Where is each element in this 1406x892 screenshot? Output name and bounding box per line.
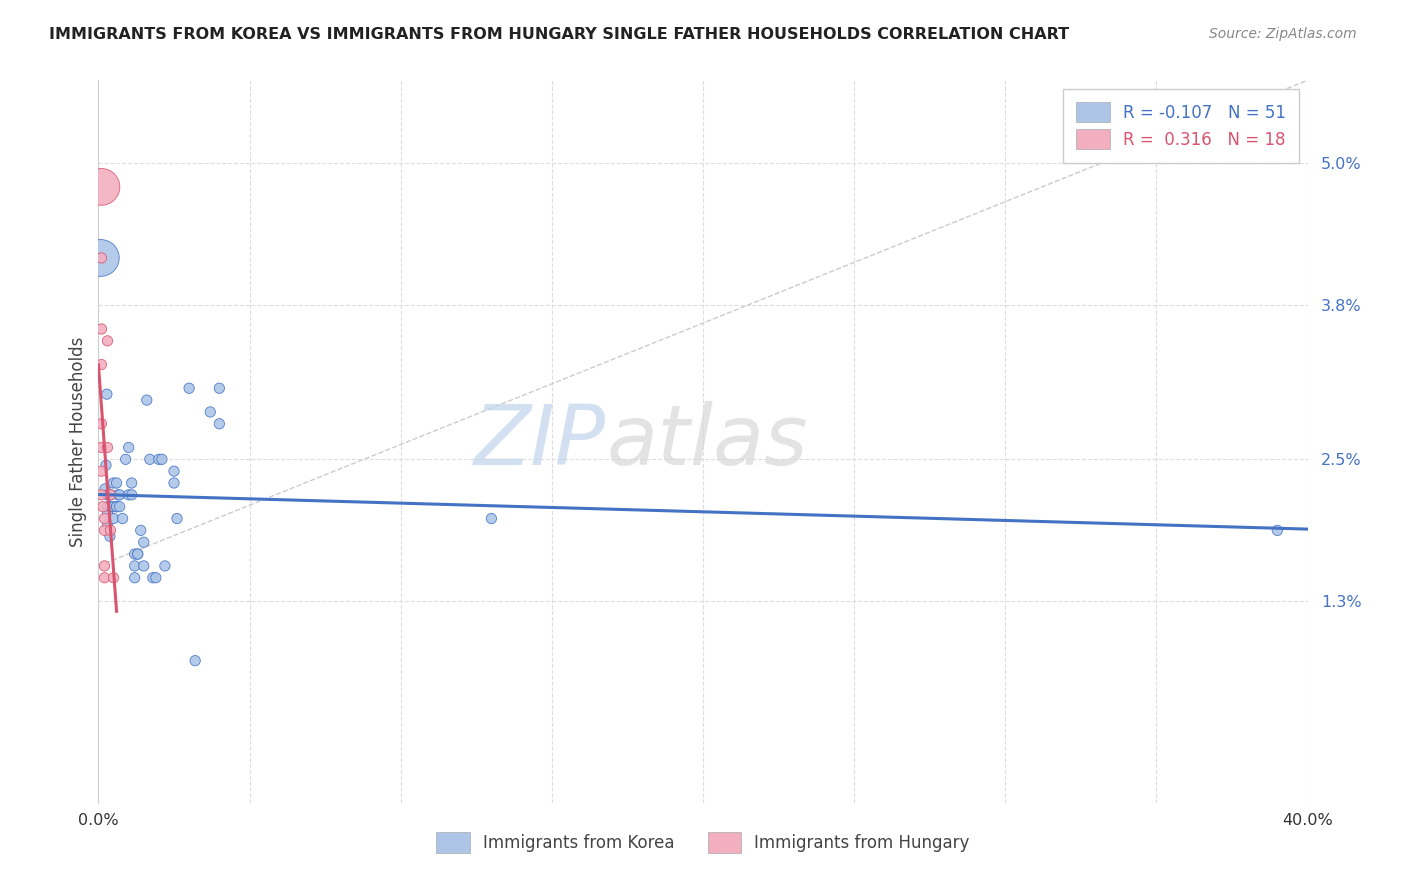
Point bbox=[100, 488, 122, 502]
Point bbox=[184, 654, 207, 668]
Point bbox=[90, 488, 112, 502]
Point bbox=[105, 475, 128, 490]
Point bbox=[94, 482, 117, 496]
Point bbox=[90, 417, 112, 431]
Point bbox=[150, 452, 173, 467]
Point bbox=[96, 334, 118, 348]
Text: IMMIGRANTS FROM KOREA VS IMMIGRANTS FROM HUNGARY SINGLE FATHER HOUSEHOLDS CORREL: IMMIGRANTS FROM KOREA VS IMMIGRANTS FROM… bbox=[49, 27, 1070, 42]
Point bbox=[1267, 524, 1289, 538]
Point bbox=[90, 180, 112, 194]
Point bbox=[98, 529, 121, 543]
Legend: Immigrants from Korea, Immigrants from Hungary: Immigrants from Korea, Immigrants from H… bbox=[430, 826, 976, 860]
Point bbox=[124, 547, 146, 561]
Text: ZIP: ZIP bbox=[474, 401, 606, 482]
Point bbox=[208, 417, 231, 431]
Point bbox=[163, 475, 186, 490]
Point bbox=[90, 251, 112, 265]
Point bbox=[118, 441, 141, 455]
Text: Source: ZipAtlas.com: Source: ZipAtlas.com bbox=[1209, 27, 1357, 41]
Point bbox=[93, 558, 115, 573]
Point bbox=[107, 488, 129, 502]
Point bbox=[108, 488, 131, 502]
Point bbox=[153, 558, 176, 573]
Point bbox=[179, 381, 201, 395]
Point bbox=[481, 511, 503, 525]
Point bbox=[105, 500, 128, 514]
Point bbox=[129, 524, 152, 538]
Point bbox=[124, 558, 146, 573]
Point bbox=[96, 441, 118, 455]
Point bbox=[105, 500, 128, 514]
Point bbox=[135, 393, 157, 408]
Point bbox=[103, 571, 125, 585]
Point bbox=[93, 511, 115, 525]
Point bbox=[145, 571, 167, 585]
Point bbox=[127, 547, 149, 561]
Point bbox=[148, 452, 170, 467]
Point bbox=[114, 452, 136, 467]
Point bbox=[90, 464, 112, 478]
Point bbox=[111, 511, 134, 525]
Point bbox=[118, 488, 141, 502]
Text: atlas: atlas bbox=[606, 401, 808, 482]
Point bbox=[96, 387, 118, 401]
Point bbox=[208, 381, 231, 395]
Point bbox=[90, 358, 112, 372]
Point bbox=[124, 571, 146, 585]
Point bbox=[132, 558, 155, 573]
Point bbox=[96, 506, 118, 520]
Point bbox=[139, 452, 162, 467]
Point bbox=[94, 458, 117, 473]
Point bbox=[90, 322, 112, 336]
Point bbox=[100, 500, 122, 514]
Point bbox=[121, 488, 143, 502]
Y-axis label: Single Father Households: Single Father Households bbox=[69, 336, 87, 547]
Point bbox=[108, 500, 131, 514]
Point bbox=[127, 547, 149, 561]
Point bbox=[103, 511, 125, 525]
Point bbox=[93, 571, 115, 585]
Point bbox=[166, 511, 188, 525]
Point bbox=[91, 500, 114, 514]
Point bbox=[93, 524, 115, 538]
Point bbox=[132, 535, 155, 549]
Point bbox=[200, 405, 222, 419]
Point bbox=[103, 500, 125, 514]
Point bbox=[90, 251, 112, 265]
Point bbox=[103, 475, 125, 490]
Point bbox=[96, 517, 118, 532]
Point bbox=[100, 488, 122, 502]
Point bbox=[100, 524, 122, 538]
Point bbox=[121, 475, 143, 490]
Point bbox=[96, 488, 118, 502]
Point bbox=[142, 571, 165, 585]
Point bbox=[96, 500, 118, 514]
Point bbox=[90, 441, 112, 455]
Point bbox=[163, 464, 186, 478]
